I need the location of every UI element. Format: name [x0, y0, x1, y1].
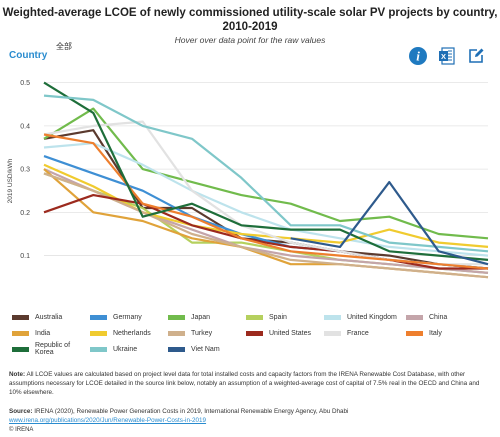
- legend-label: Ukraine: [113, 345, 138, 353]
- series-line-spain[interactable]: [43, 172, 489, 274]
- lcoe-line-chart: 0.1 0.2 0.3 0.4 0.5 2019 USD/kWh: [7, 80, 489, 279]
- legend-item-viet-nam[interactable]: Viet Nam: [168, 344, 246, 354]
- legend-swatch: [168, 330, 185, 336]
- legend-label: Italy: [429, 329, 442, 337]
- series-line-japan[interactable]: [43, 107, 489, 240]
- chart-title: Weighted-average LCOE of newly commissio…: [0, 6, 500, 34]
- svg-text:X: X: [441, 52, 446, 61]
- source-link[interactable]: www.irena.org/publications/2020/Jun/Rene…: [9, 417, 207, 424]
- legend-item-united-states[interactable]: United States: [246, 328, 324, 338]
- legend-label: France: [347, 329, 369, 337]
- series-line-united-states[interactable]: [43, 194, 488, 270]
- y-axis-label: 2019 USD/kWh: [7, 158, 14, 203]
- legend-swatch: [324, 330, 341, 336]
- legend-item-japan[interactable]: Japan: [168, 312, 246, 322]
- legend-label: Spain: [269, 313, 287, 321]
- legend-item-republic-of-korea[interactable]: Republic of Korea: [12, 342, 90, 356]
- legend-label: United Kingdom: [347, 313, 397, 321]
- legend-swatch: [90, 346, 107, 352]
- legend-item-australia[interactable]: Australia: [12, 312, 90, 322]
- legend-label: Turkey: [191, 329, 213, 337]
- legend-swatch: [246, 330, 263, 336]
- legend-label: Japan: [191, 313, 211, 321]
- legend-swatch: [324, 314, 341, 320]
- legend-swatch: [12, 346, 29, 352]
- chart-title-line2: 2010-2019: [222, 21, 278, 33]
- source-body: IRENA (2020), Renewable Power Generation…: [34, 408, 349, 415]
- legend-item-united-kingdom[interactable]: United Kingdom: [324, 312, 406, 322]
- legend-label: India: [35, 329, 51, 337]
- country-filter-label: Country: [9, 50, 48, 61]
- legend-swatch: [90, 330, 107, 336]
- info-icon[interactable]: i: [408, 46, 428, 66]
- legend-swatch: [168, 314, 185, 320]
- y-tick-label: 0.1: [20, 253, 30, 260]
- chart-subtitle: Hover over data point for the raw values: [174, 35, 326, 45]
- edit-icon[interactable]: [466, 46, 486, 66]
- y-tick-label: 0.2: [20, 210, 30, 217]
- toolbar: i X: [408, 46, 486, 66]
- legend-label: China: [429, 313, 448, 321]
- chart-y-axis: 0.1 0.2 0.3 0.4 0.5 2019 USD/kWh: [7, 80, 30, 260]
- series-line-viet-nam[interactable]: [290, 181, 489, 266]
- legend-swatch: [406, 330, 423, 336]
- note-label: Note:: [9, 371, 26, 378]
- legend-swatch: [406, 314, 423, 320]
- note-text: Note: All LCOE values are calculated bas…: [9, 370, 491, 397]
- legend-swatch: [168, 346, 185, 352]
- y-tick-label: 0.4: [20, 123, 30, 130]
- legend-label: United States: [269, 329, 312, 337]
- legend-item-netherlands[interactable]: Netherlands: [90, 328, 168, 338]
- legend-label: Australia: [35, 313, 63, 321]
- legend-item-italy[interactable]: Italy: [406, 328, 486, 338]
- series-line-italy[interactable]: [43, 133, 489, 270]
- legend-item-china[interactable]: China: [406, 312, 486, 322]
- legend-swatch: [12, 314, 29, 320]
- y-tick-label: 0.5: [20, 80, 30, 87]
- copyright: © IRENA: [9, 427, 34, 433]
- legend-item-turkey[interactable]: Turkey: [168, 328, 246, 338]
- series-line-turkey[interactable]: [43, 172, 489, 279]
- series-line-united-kingdom[interactable]: [43, 142, 489, 257]
- country-filter-select[interactable]: 全部: [56, 42, 72, 51]
- legend-label: Germany: [113, 313, 142, 321]
- legend-swatch: [12, 330, 29, 336]
- chart-series: [43, 81, 489, 279]
- legend-item-germany[interactable]: Germany: [90, 312, 168, 322]
- legend-item-france[interactable]: France: [324, 328, 406, 338]
- chart-legend: Australia Germany Japan Spain United Kingdom…: [12, 312, 492, 356]
- legend-item-india[interactable]: India: [12, 328, 90, 338]
- source-label: Source:: [9, 408, 33, 415]
- chart-title-line1: Weighted-average LCOE of newly commissio…: [2, 7, 498, 19]
- svg-text:i: i: [416, 49, 420, 64]
- excel-icon[interactable]: X: [437, 46, 457, 66]
- legend-label: Republic of Korea: [35, 342, 71, 356]
- source-text: Source: IRENA (2020), Renewable Power Ge…: [9, 407, 491, 425]
- legend-swatch: [90, 314, 107, 320]
- note-body: All LCOE values are calculated based on …: [9, 371, 480, 396]
- legend-swatch: [246, 314, 263, 320]
- legend-item-spain[interactable]: Spain: [246, 312, 324, 322]
- y-tick-label: 0.3: [20, 167, 30, 174]
- legend-label: Viet Nam: [191, 345, 220, 353]
- legend-item-ukraine[interactable]: Ukraine: [90, 344, 168, 354]
- legend-label: Netherlands: [113, 329, 151, 337]
- series-line-ukraine[interactable]: [43, 94, 489, 253]
- series-line-republic-of-korea[interactable]: [43, 81, 489, 261]
